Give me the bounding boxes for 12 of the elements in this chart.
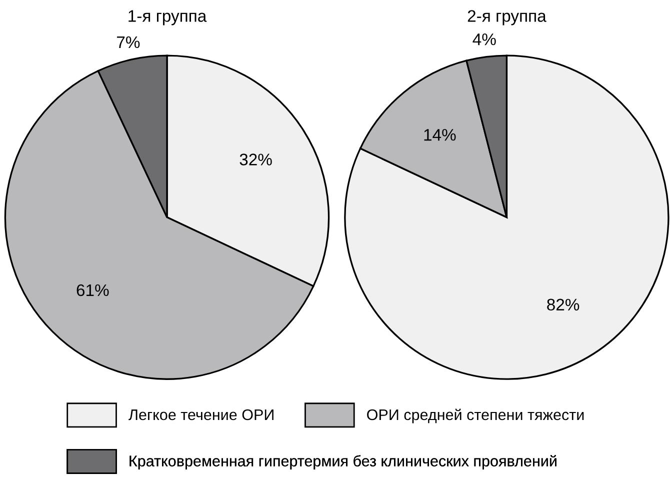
legend-label: Легкое течение ОРИ: [128, 409, 274, 420]
chart-title: 2-я группа: [468, 10, 546, 26]
legend-label: Кратковременная гипертермия без клинических проявлений: [130, 454, 556, 470]
data-label: 82%: [547, 298, 580, 311]
data-label: 61%: [76, 284, 109, 296]
pie-slice: [344, 54, 670, 380]
data-label: 7%: [117, 36, 140, 48]
data-label: 32%: [240, 154, 272, 166]
legend-label: ОРИ средней степени тяжести: [367, 408, 584, 424]
data-label: 4%: [472, 34, 496, 46]
data-label: 14%: [424, 129, 456, 141]
chart-title: 1-я группа: [128, 10, 207, 26]
